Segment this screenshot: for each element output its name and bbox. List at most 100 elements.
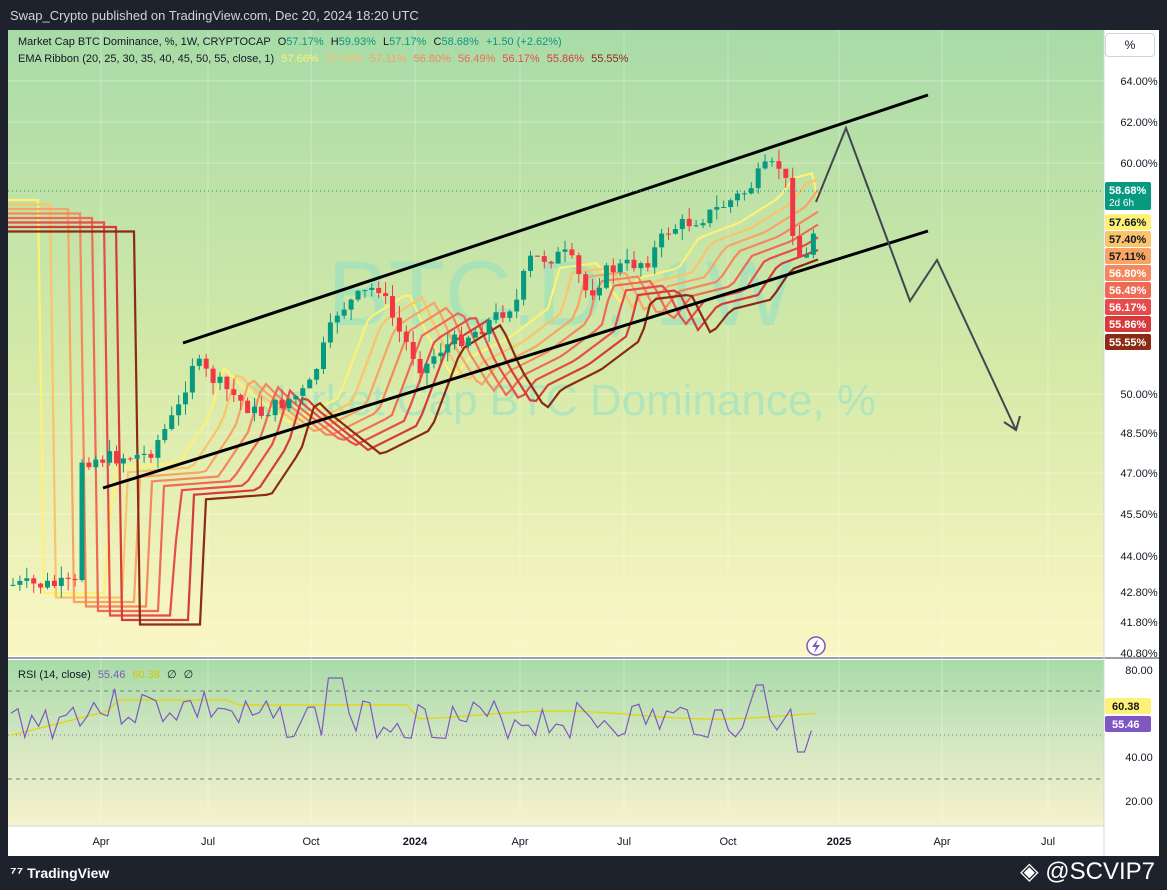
- legend-low: 57.17%: [389, 36, 427, 48]
- ema-band: [8, 225, 819, 622]
- candle-body: [300, 388, 306, 396]
- candle-body: [700, 223, 706, 226]
- time-axis[interactable]: Apr Jul Oct 2024 Apr Jul Oct 2025 Apr Jul: [92, 836, 1055, 848]
- candle-body: [314, 369, 320, 380]
- candle-body: [797, 235, 803, 258]
- price-tick-label: 50.00%: [1120, 389, 1158, 401]
- tradingview-logo[interactable]: ⁷⁷ TradingView: [10, 865, 109, 883]
- candle-body: [776, 161, 782, 169]
- candle-body: [321, 342, 326, 370]
- author-handle: ◈ @SCVIP7: [1020, 857, 1155, 886]
- time-axis-label: Apr: [511, 836, 528, 848]
- channel-upper-line: [182, 93, 929, 345]
- candle-body: [590, 290, 596, 296]
- rsi-tick-label: 20.00: [1125, 796, 1153, 808]
- candle-body: [127, 458, 133, 460]
- candle-body: [521, 270, 527, 300]
- legend-o-label: O: [277, 36, 287, 48]
- candle-body: [459, 334, 464, 347]
- candle-body: [203, 358, 209, 369]
- ema-band: [8, 230, 819, 626]
- legend-row-ema: EMA Ribbon (20, 25, 30, 35, 40, 45, 50, …: [18, 53, 632, 65]
- candle-body: [755, 168, 761, 189]
- rsi-tick-label: 80.00: [1125, 665, 1153, 677]
- candle-body: [741, 193, 747, 195]
- candle-body: [493, 312, 499, 320]
- author-handle-text: @SCVIP7: [1045, 858, 1155, 885]
- candle-body: [148, 453, 154, 458]
- candle-body: [659, 233, 665, 248]
- candle-body: [707, 209, 713, 224]
- price-tick-label: 48.50%: [1120, 428, 1158, 440]
- candle-body: [783, 168, 789, 178]
- price-tag-label: 58.68%: [1109, 185, 1147, 197]
- legend-row-rsi: RSI (14, close) 55.46 60.38 ∅ ∅: [18, 668, 197, 681]
- rsi-axis: 80.00 40.00 20.00 60.38 55.46: [1105, 665, 1153, 808]
- legend-title: Market Cap BTC Dominance, %, 1W, CRYPTOC…: [18, 36, 271, 48]
- price-tag-label: 57.11%: [1109, 251, 1146, 263]
- percent-scale-button[interactable]: %: [1105, 33, 1155, 57]
- grid: [8, 30, 1104, 826]
- candle-body: [341, 309, 347, 316]
- price-axis[interactable]: 64.00% 62.00% 60.00% 50.00% 48.50% 47.00% 45.5…: [1120, 76, 1158, 660]
- candle-body: [293, 395, 299, 400]
- candle-body: [645, 263, 651, 268]
- legend-row-main: Market Cap BTC Dominance, %, 1W, CRYPTOC…: [18, 36, 566, 48]
- price-tick-label: 45.50%: [1120, 509, 1158, 521]
- candle-body: [500, 312, 506, 318]
- candle-body: [576, 255, 582, 275]
- candle-body: [10, 584, 16, 586]
- price-tick-label: 62.00%: [1120, 117, 1158, 129]
- tradingview-logo-icon: ⁷⁷: [10, 865, 24, 882]
- candle-body: [162, 429, 168, 441]
- legend-change: +1.50 (+2.62%): [485, 36, 562, 48]
- candle-body: [31, 578, 37, 584]
- price-tag-label: 56.49%: [1109, 285, 1147, 297]
- price-tick-label: 41.80%: [1120, 617, 1158, 629]
- candle-body: [769, 161, 775, 163]
- candle-body: [383, 293, 389, 297]
- ema-legend-title: EMA Ribbon (20, 25, 30, 35, 40, 45, 50, …: [18, 53, 275, 65]
- rsi-tag: [1105, 716, 1151, 732]
- candle-body: [748, 188, 754, 194]
- candle-body: [534, 255, 540, 257]
- candle-body: [362, 290, 368, 292]
- candle-body: [93, 459, 99, 468]
- price-tick-label: 40.80%: [1120, 648, 1158, 660]
- price-tick-label: 44.00%: [1120, 551, 1158, 563]
- candle-body: [210, 368, 216, 383]
- candle-body: [617, 263, 623, 273]
- price-tag-label: 56.17%: [1109, 302, 1147, 314]
- candle-body: [396, 317, 402, 332]
- ema-band: [8, 221, 819, 617]
- candle-body: [100, 459, 106, 463]
- price-tag: [1105, 299, 1151, 315]
- candle-body: [231, 389, 237, 395]
- candle-body: [72, 578, 78, 581]
- rsi-legend-title: RSI (14, close): [18, 669, 91, 681]
- legend-c-label: C: [433, 36, 442, 48]
- candle-body: [307, 379, 313, 389]
- chart-canvas[interactable]: BTC.D, 1W Market Cap BTC Dominance, % 64…: [8, 30, 1159, 856]
- candle-body: [672, 228, 678, 234]
- candle-body: [610, 265, 616, 273]
- rsi-pane: [8, 677, 1104, 780]
- event-flash-icon[interactable]: [806, 636, 826, 656]
- candle-body: [403, 331, 409, 342]
- candle-body: [790, 177, 796, 236]
- ema-legend-value: 56.80%: [413, 53, 451, 65]
- candle-body: [17, 580, 23, 585]
- candle-body: [141, 453, 147, 456]
- candle-body: [410, 341, 416, 359]
- rsi-legend-value: 55.46: [97, 669, 126, 681]
- candle-body: [65, 577, 71, 579]
- candle-body: [114, 451, 119, 464]
- candle-body: [445, 344, 451, 353]
- footer-bar: ⁷⁷ TradingView ◈ @SCVIP7: [0, 856, 1167, 890]
- price-tick-label: 42.80%: [1120, 587, 1158, 599]
- candle-body: [631, 259, 637, 269]
- price-tag: [1105, 214, 1151, 230]
- price-tag-countdown: 2d 6h: [1109, 198, 1134, 209]
- candle-body: [541, 256, 547, 262]
- candle-body: [417, 358, 423, 374]
